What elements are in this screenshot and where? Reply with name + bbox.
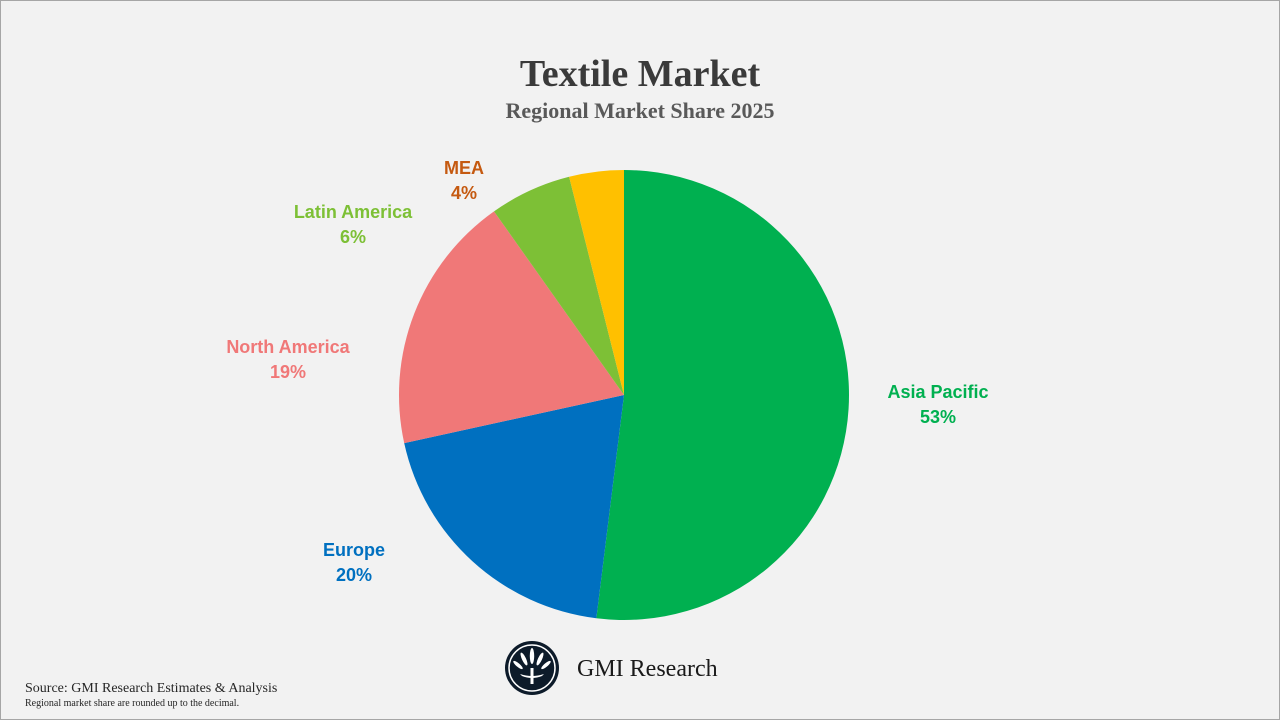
slice-label: Asia Pacific 53% — [887, 380, 988, 430]
slice-label-value: 4% — [450, 183, 477, 203]
slice-label: Latin America 6% — [294, 200, 412, 250]
gmi-logo-icon — [505, 641, 559, 695]
source-text: Source: GMI Research Estimates & Analysi… — [25, 681, 278, 696]
pie-slice-asia-pacific — [596, 170, 850, 621]
chart-subtitle: Regional Market Share 2025 — [505, 98, 775, 123]
pie-slice-mea — [569, 170, 624, 395]
brand-name: GMI Research — [577, 656, 718, 682]
slice-label-name: Europe — [322, 540, 386, 560]
slice-label-name: Latin America — [293, 202, 413, 222]
footnote-text: Regional market share are rounded up to … — [25, 698, 240, 709]
slice-label-name: MEA — [444, 158, 484, 178]
slice-label-value: 19% — [269, 362, 307, 382]
pie-slice-europe — [404, 395, 624, 619]
slice-label-name: Asia Pacific — [887, 382, 989, 402]
slice-label: North America 19% — [226, 335, 349, 385]
pie-slice-latin-america — [494, 176, 624, 395]
slice-label-name: North America — [226, 337, 350, 357]
chart-title: Textile Market — [519, 53, 761, 95]
slice-label-value: 6% — [339, 227, 366, 247]
slice-label: MEA 4% — [444, 156, 484, 206]
slice-label-value: 20% — [335, 565, 373, 585]
slice-label: Europe 20% — [323, 538, 385, 588]
pie-slice-north-america — [399, 211, 624, 444]
slice-label-value: 53% — [919, 407, 957, 427]
